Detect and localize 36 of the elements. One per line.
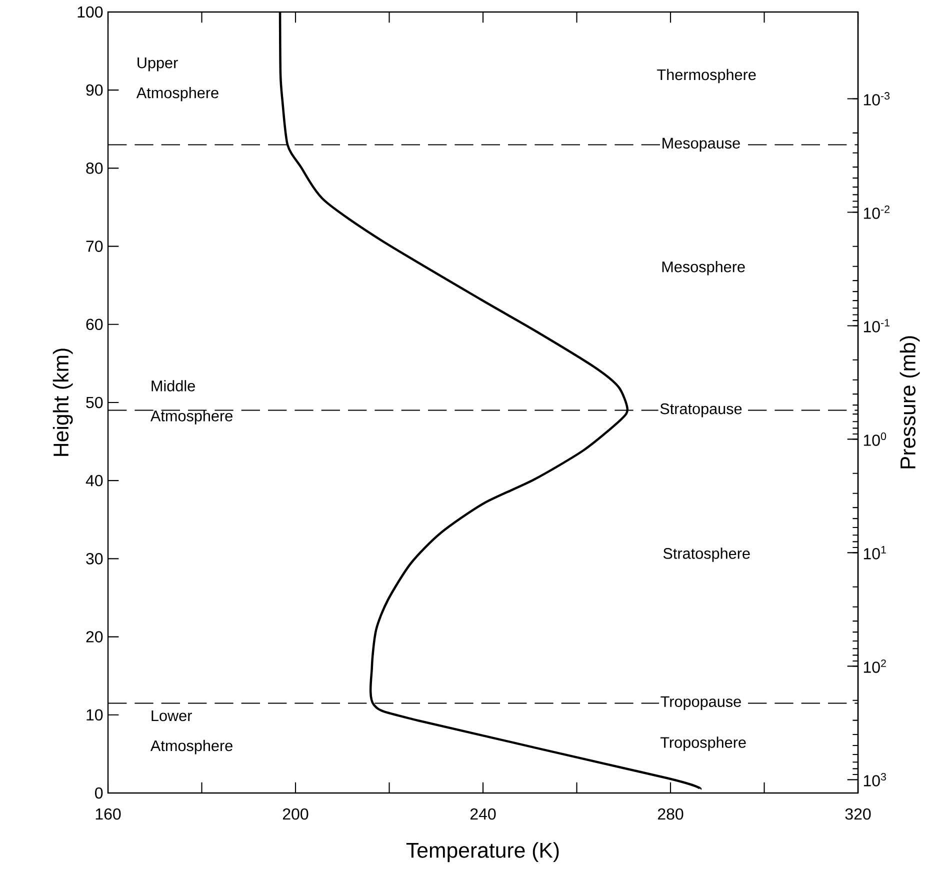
ref-line-label: Mesopause <box>662 138 740 152</box>
text: Middle Atmosphere <box>150 380 232 424</box>
x-axis-title: Temperature (K) <box>406 842 559 862</box>
y2-tick-label: 10$^{-1}$ <box>864 319 890 332</box>
text: Lower Atmosphere <box>150 710 232 754</box>
y-tick-label: 40 <box>86 474 103 486</box>
y-tick-label: 10 <box>86 709 103 721</box>
y-tick-label: 50 <box>86 396 103 408</box>
y-tick-label: 70 <box>86 240 103 252</box>
y2-tick-label: 10$^{0}$ <box>864 432 886 446</box>
annotation: Stratosphere <box>663 548 750 562</box>
y2-tick-label: 10$^{-3}$ <box>864 92 890 106</box>
y2-tick-label: 10$^{-2}$ <box>864 206 890 219</box>
x-tick-label: 160 <box>96 808 121 820</box>
ref-line-label: Stratopause <box>660 403 742 418</box>
y-axis-title: Height (km) <box>52 348 73 456</box>
y-tick-label: 80 <box>86 162 103 174</box>
x-tick-label: 320 <box>845 808 871 820</box>
annotation: Troposphere <box>660 736 746 751</box>
x-tick-label: 280 <box>658 808 684 820</box>
y-tick-label: 30 <box>86 553 103 564</box>
y2-tick-label: 10$^{2}$ <box>864 659 886 673</box>
y-tick-label: 0 <box>95 787 103 799</box>
ref-line-label: Tropopause <box>660 696 741 710</box>
y2-tick-label: 10$^{3}$ <box>864 772 886 786</box>
x-tick-label: 200 <box>282 808 308 820</box>
y-tick-label: 100 <box>78 6 103 18</box>
y2-axis-title: Pressure (mb) <box>900 336 920 468</box>
y2-tick-label: 10$^{1}$ <box>864 546 886 560</box>
annotation: Upper Atmosphere <box>136 58 218 102</box>
annotation: Mesosphere <box>662 261 745 276</box>
y-tick-label: 60 <box>86 318 103 330</box>
y-tick-label: 90 <box>86 84 103 96</box>
annotation: Thermosphere <box>657 68 756 84</box>
x-tick-label: 240 <box>470 808 496 820</box>
y-tick-label: 20 <box>86 631 103 642</box>
